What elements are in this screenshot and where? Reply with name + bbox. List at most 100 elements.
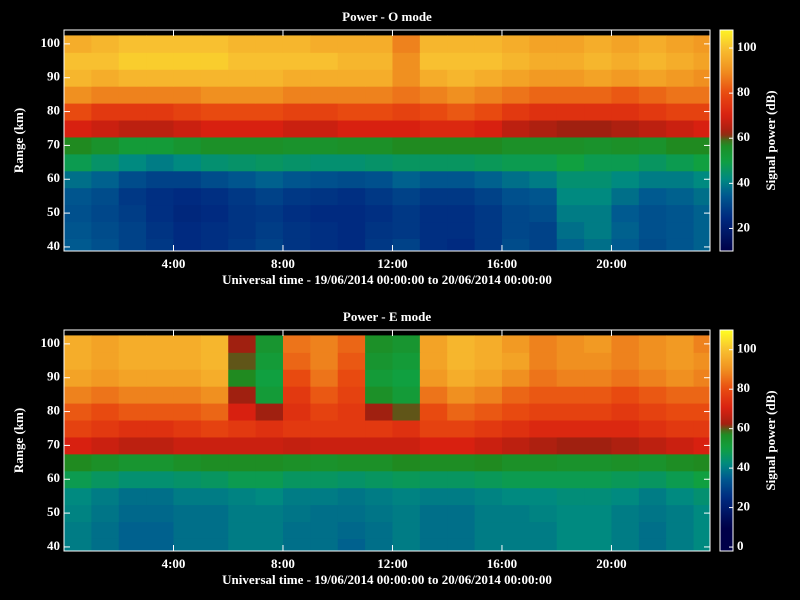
heat-cell: [310, 86, 338, 103]
heat-cell: [502, 171, 530, 188]
heat-cell: [201, 505, 229, 522]
heat-cell: [338, 369, 366, 386]
heat-cell: [91, 171, 119, 188]
heat-cell: [283, 538, 311, 555]
heat-cell: [502, 205, 530, 222]
heat-cell: [365, 69, 393, 86]
heat-cell: [119, 188, 147, 205]
heat-cell: [392, 454, 420, 471]
heat-cell: [173, 471, 201, 488]
heat-cell: [283, 69, 311, 86]
heat-cell: [529, 222, 557, 239]
heat-cell: [310, 69, 338, 86]
heat-cell: [611, 335, 639, 352]
heat-cell: [420, 538, 448, 555]
heat-cell: [447, 120, 475, 137]
heat-cell: [256, 103, 284, 120]
heat-cell: [338, 386, 366, 403]
heat-cell: [119, 437, 147, 454]
heat-cell: [639, 52, 667, 69]
heat-cell: [392, 154, 420, 171]
heat-cell: [611, 488, 639, 505]
heat-cell: [529, 352, 557, 369]
y-tick-label: 80: [47, 103, 60, 118]
heat-cell: [201, 52, 229, 69]
heat-cell: [201, 335, 229, 352]
heat-cell: [447, 205, 475, 222]
heat-cell: [228, 35, 256, 52]
heatmap: [64, 335, 721, 555]
heat-cell: [283, 352, 311, 369]
heat-cell: [283, 386, 311, 403]
heat-cell: [557, 335, 585, 352]
heat-cell: [256, 488, 284, 505]
heat-cell: [228, 420, 256, 437]
heat-cell: [420, 352, 448, 369]
heat-cell: [392, 538, 420, 555]
heat-cell: [529, 52, 557, 69]
heat-cell: [694, 154, 722, 171]
y-tick-label: 90: [47, 69, 60, 84]
heat-cell: [584, 488, 612, 505]
heat-cell: [475, 454, 503, 471]
heat-cell: [475, 86, 503, 103]
heat-cell: [256, 454, 284, 471]
heat-cell: [666, 205, 694, 222]
heat-cell: [365, 35, 393, 52]
heat-cell: [447, 171, 475, 188]
heat-cell: [611, 205, 639, 222]
heat-cell: [173, 369, 201, 386]
heat-cell: [310, 420, 338, 437]
y-tick-label: 70: [47, 436, 60, 451]
heat-cell: [666, 488, 694, 505]
heat-cell: [338, 52, 366, 69]
heat-cell: [694, 120, 722, 137]
heat-cell: [338, 188, 366, 205]
heat-cell: [639, 154, 667, 171]
heat-cell: [420, 369, 448, 386]
heat-cell: [639, 137, 667, 154]
heat-cell: [283, 420, 311, 437]
heat-cell: [502, 188, 530, 205]
heat-cell: [475, 369, 503, 386]
heat-cell: [584, 505, 612, 522]
heat-cell: [338, 488, 366, 505]
x-tick-label: 20:00: [596, 556, 626, 571]
heat-cell: [392, 335, 420, 352]
heat-cell: [146, 454, 174, 471]
heat-cell: [173, 505, 201, 522]
heat-cell: [228, 437, 256, 454]
heat-cell: [694, 386, 722, 403]
heat-cell: [119, 35, 147, 52]
heat-cell: [365, 188, 393, 205]
heat-cell: [201, 471, 229, 488]
heat-cell: [475, 120, 503, 137]
colorbar-tick-label: 40: [737, 459, 750, 474]
heat-cell: [666, 454, 694, 471]
y-tick-label: 100: [41, 35, 61, 50]
colorbar-tick-label: 60: [737, 129, 750, 144]
heat-cell: [475, 437, 503, 454]
heat-cell: [338, 522, 366, 539]
heat-cell: [146, 488, 174, 505]
heat-cell: [256, 154, 284, 171]
heat-cell: [173, 420, 201, 437]
heat-cell: [557, 171, 585, 188]
heat-cell: [201, 86, 229, 103]
heat-cell: [201, 488, 229, 505]
heat-cell: [91, 437, 119, 454]
heat-cell: [502, 488, 530, 505]
heat-cell: [64, 522, 92, 539]
y-axis-label: Range (km): [11, 408, 26, 473]
heat-cell: [146, 120, 174, 137]
heat-cell: [557, 154, 585, 171]
heat-cell: [529, 505, 557, 522]
heat-cell: [611, 188, 639, 205]
heat-cell: [639, 471, 667, 488]
heat-cell: [557, 538, 585, 555]
heat-cell: [420, 437, 448, 454]
colorbar-tick-label: 20: [737, 219, 750, 234]
heat-cell: [91, 222, 119, 239]
heat-cell: [584, 188, 612, 205]
